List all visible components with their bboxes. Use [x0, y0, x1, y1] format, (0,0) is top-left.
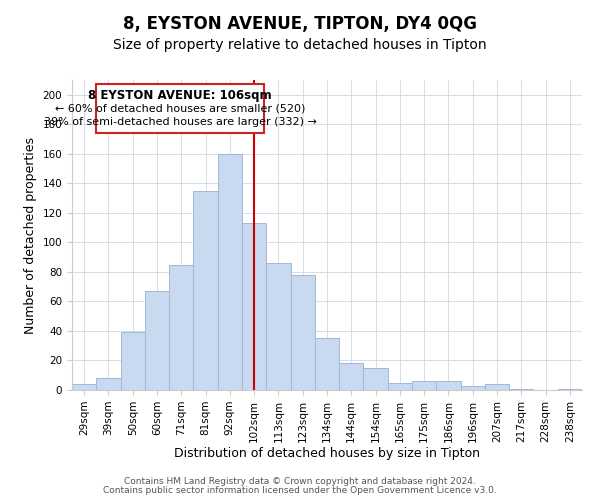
Bar [145, 291, 169, 390]
Text: 8 EYSTON AVENUE: 106sqm: 8 EYSTON AVENUE: 106sqm [88, 88, 272, 102]
Text: 39% of semi-detached houses are larger (332) →: 39% of semi-detached houses are larger (… [44, 118, 317, 128]
Text: Contains public sector information licensed under the Open Government Licence v3: Contains public sector information licen… [103, 486, 497, 495]
FancyBboxPatch shape [96, 84, 264, 133]
Bar [509, 388, 533, 390]
Bar [218, 154, 242, 390]
Bar [266, 263, 290, 390]
Bar [485, 384, 509, 390]
Bar [315, 338, 339, 390]
Bar [364, 368, 388, 390]
Bar [339, 364, 364, 390]
Bar [72, 384, 96, 390]
Bar [96, 378, 121, 390]
Text: ← 60% of detached houses are smaller (520): ← 60% of detached houses are smaller (52… [55, 104, 305, 114]
Text: 8, EYSTON AVENUE, TIPTON, DY4 0QG: 8, EYSTON AVENUE, TIPTON, DY4 0QG [123, 15, 477, 33]
Bar [388, 382, 412, 390]
Bar [193, 190, 218, 390]
X-axis label: Distribution of detached houses by size in Tipton: Distribution of detached houses by size … [174, 448, 480, 460]
Bar [242, 223, 266, 390]
Bar [436, 381, 461, 390]
Text: Size of property relative to detached houses in Tipton: Size of property relative to detached ho… [113, 38, 487, 52]
Bar [558, 388, 582, 390]
Bar [290, 275, 315, 390]
Y-axis label: Number of detached properties: Number of detached properties [24, 136, 37, 334]
Bar [121, 332, 145, 390]
Bar [169, 264, 193, 390]
Bar [461, 386, 485, 390]
Bar [412, 381, 436, 390]
Text: Contains HM Land Registry data © Crown copyright and database right 2024.: Contains HM Land Registry data © Crown c… [124, 477, 476, 486]
